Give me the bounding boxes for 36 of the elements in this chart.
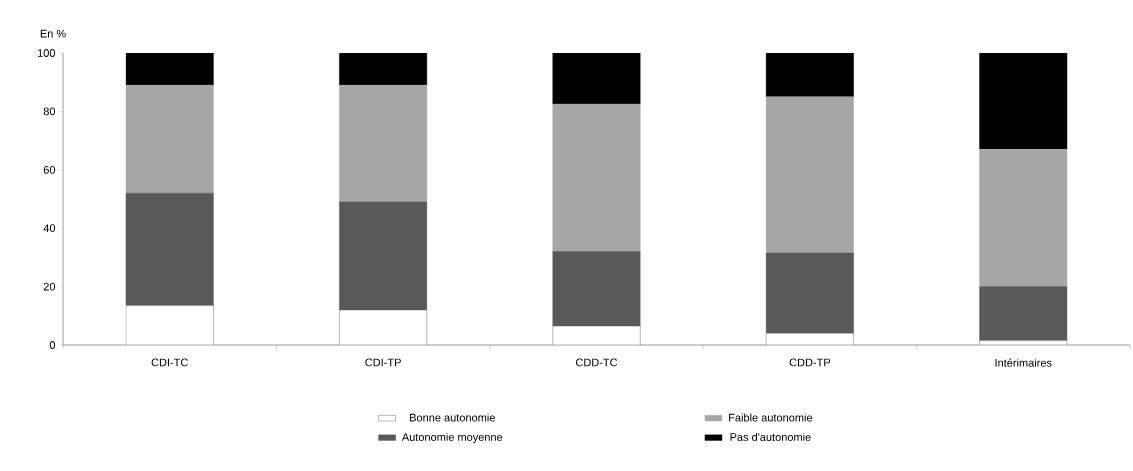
y-tick-label: 0 <box>49 341 56 349</box>
legend-label: Faible autonomie <box>729 413 813 422</box>
bar <box>125 305 214 345</box>
bar <box>765 96 854 254</box>
bar <box>979 52 1068 150</box>
bar <box>765 52 854 97</box>
bar <box>339 201 428 311</box>
bar <box>339 84 428 203</box>
bar <box>765 333 854 345</box>
bar <box>979 149 1068 287</box>
bar <box>552 325 641 345</box>
legend-label: Bonne autonomie <box>410 413 495 422</box>
y-tick-label: 20 <box>43 282 56 291</box>
x-tick-label: CDD-TC <box>575 358 618 367</box>
y-axis-title: En % <box>40 29 66 38</box>
bar <box>979 340 1068 345</box>
bar <box>979 286 1068 341</box>
bar <box>552 251 641 327</box>
x-tick-label: CDI-TC <box>151 358 188 367</box>
bar <box>125 84 214 194</box>
bar <box>125 52 214 86</box>
y-tick-label: 40 <box>43 224 56 233</box>
y-tick-label: 100 <box>37 49 56 57</box>
y-tick-label: 80 <box>43 107 56 116</box>
bar <box>339 309 428 345</box>
bar <box>552 52 641 105</box>
y-tick-label: 60 <box>43 165 56 174</box>
x-tick-label: Intérimaires <box>995 358 1052 367</box>
bar <box>552 103 641 252</box>
legend-label: Pas d'autonomie <box>730 432 811 441</box>
bar <box>339 52 428 86</box>
x-tick-label: CDD-TP <box>789 358 831 367</box>
legend-label: Autonomie moyenne <box>401 432 503 444</box>
x-tick-label: CDI-TP <box>365 358 401 367</box>
bar <box>765 252 854 334</box>
bar <box>125 192 214 306</box>
